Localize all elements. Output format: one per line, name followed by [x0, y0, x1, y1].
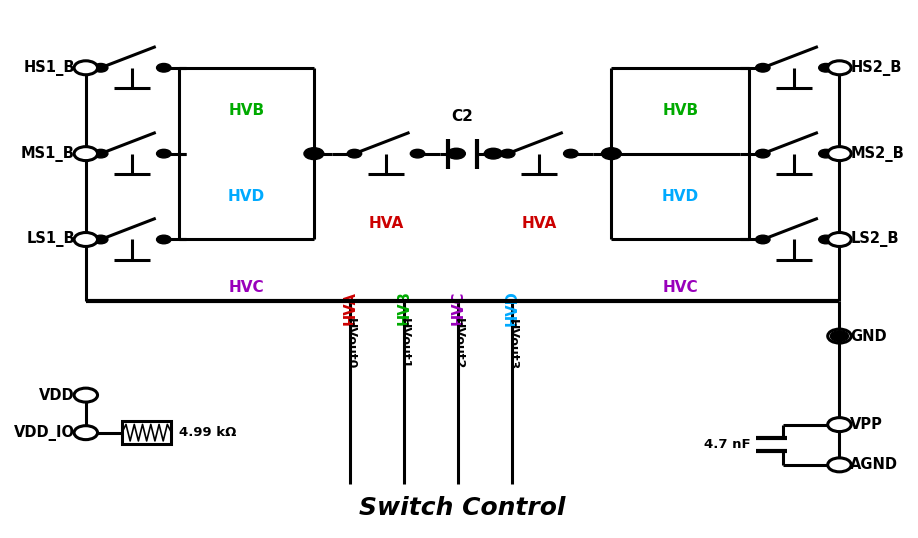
- Text: HVA: HVA: [368, 216, 404, 231]
- Circle shape: [485, 148, 502, 159]
- Circle shape: [828, 232, 851, 246]
- Text: HVout1: HVout1: [397, 318, 410, 370]
- Text: HVB: HVB: [229, 103, 264, 118]
- Text: 4.7 nF: 4.7 nF: [704, 438, 751, 451]
- Circle shape: [756, 235, 770, 244]
- Circle shape: [74, 388, 97, 402]
- Circle shape: [819, 63, 834, 72]
- Circle shape: [74, 426, 97, 440]
- Circle shape: [94, 150, 108, 158]
- Text: HVout2: HVout2: [452, 318, 465, 370]
- Text: HS2_B: HS2_B: [850, 60, 901, 76]
- Text: C2: C2: [452, 109, 474, 124]
- Text: LS2_B: LS2_B: [850, 231, 899, 247]
- Circle shape: [500, 150, 515, 158]
- Circle shape: [828, 147, 851, 161]
- Text: LS1_B: LS1_B: [27, 231, 75, 247]
- Circle shape: [756, 150, 770, 158]
- Text: HVout0: HVout0: [343, 318, 356, 370]
- Circle shape: [94, 63, 108, 72]
- Circle shape: [74, 232, 97, 246]
- Circle shape: [828, 458, 851, 472]
- Circle shape: [347, 150, 362, 158]
- Circle shape: [157, 235, 171, 244]
- Circle shape: [831, 331, 848, 342]
- Text: HVD: HVD: [662, 189, 699, 204]
- Text: HVD: HVD: [505, 290, 520, 326]
- Text: 4.99 kΩ: 4.99 kΩ: [179, 426, 236, 439]
- Circle shape: [94, 235, 108, 244]
- Text: HVB: HVB: [662, 103, 699, 118]
- Circle shape: [447, 148, 465, 159]
- Text: VPP: VPP: [850, 417, 883, 432]
- Text: VDD_IO: VDD_IO: [14, 424, 75, 441]
- Text: HVA: HVA: [342, 291, 357, 325]
- Circle shape: [819, 235, 834, 244]
- Circle shape: [410, 150, 425, 158]
- Text: HS1_B: HS1_B: [24, 60, 75, 76]
- Circle shape: [756, 63, 770, 72]
- Circle shape: [828, 417, 851, 431]
- Circle shape: [74, 147, 97, 161]
- FancyBboxPatch shape: [122, 421, 172, 444]
- Circle shape: [828, 329, 851, 343]
- Text: GND: GND: [850, 329, 887, 344]
- Circle shape: [819, 150, 834, 158]
- Text: HVC: HVC: [451, 291, 465, 325]
- Text: HVout3: HVout3: [506, 318, 519, 370]
- Text: VDD: VDD: [39, 387, 75, 402]
- Circle shape: [157, 150, 171, 158]
- Text: AGND: AGND: [850, 457, 898, 472]
- Text: HVB: HVB: [397, 291, 411, 325]
- Text: HVA: HVA: [521, 216, 557, 231]
- Text: HVC: HVC: [663, 280, 699, 295]
- Circle shape: [157, 63, 171, 72]
- Circle shape: [828, 61, 851, 75]
- Circle shape: [564, 150, 578, 158]
- Text: MS2_B: MS2_B: [850, 146, 904, 161]
- Text: HVD: HVD: [228, 189, 264, 204]
- Circle shape: [74, 61, 97, 75]
- Circle shape: [304, 148, 324, 160]
- Text: HVC: HVC: [229, 280, 264, 295]
- Text: MS1_B: MS1_B: [21, 146, 75, 161]
- Text: Switch Control: Switch Control: [359, 496, 565, 520]
- Circle shape: [601, 148, 621, 160]
